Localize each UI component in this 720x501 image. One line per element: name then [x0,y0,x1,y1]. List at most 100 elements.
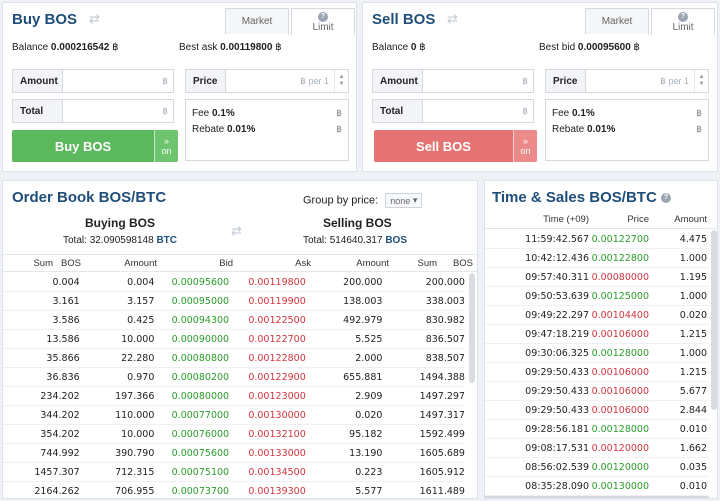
balance-label: Balance [372,42,409,53]
per-label: per 1 [308,75,329,86]
price-label: Price [186,70,226,92]
ob-ask: 0.00132100 [248,428,306,440]
orderbook-row[interactable]: 354.202 10.000 0.00076000 0.00132100 95.182 1… [3,425,465,444]
sell-amount-field[interactable]: Amount ฿ [372,69,534,93]
timesales-row[interactable]: 09:28:56.181 0.00128000 0.010 [485,420,709,439]
orderbook-row[interactable]: 35.866 22.280 0.00080800 0.00122800 2.000 838… [3,349,465,368]
btc-icon: ฿ [696,108,702,118]
buy-title: Buy BOS [12,11,78,28]
btc-icon: ฿ [162,105,168,116]
group-select[interactable]: none ▾ [385,193,423,208]
timesales-row[interactable]: 09:29:50.433 0.00106000 1.215 [485,363,709,382]
ob-bid: 0.00073700 [171,485,230,497]
ob-sum: 35.866 [46,352,80,364]
timesales-row[interactable]: 09:50:53.639 0.00125000 1.000 [485,287,709,306]
tab-limit[interactable]: ? Limit [291,8,355,35]
orderbook-row[interactable]: 2164.262 706.955 0.00073700 0.00139300 5.577… [3,482,465,498]
ob-ask: 0.00122700 [248,333,306,345]
swap-arrows-icon[interactable]: ⇄ [447,11,458,26]
ob-bid: 0.00077000 [171,409,230,421]
group-by-price: Group by price: none ▾ [303,193,423,208]
ob-bid: 0.00075100 [171,466,230,478]
timesales-scrollbar[interactable] [711,230,717,410]
ob-sum: 3.161 [52,295,80,307]
ob-sum: 36.836 [46,371,80,383]
orderbook-row[interactable]: 344.202 110.000 0.00077000 0.00130000 0.020 1… [3,406,465,425]
timesales-row[interactable]: 09:29:50.433 0.00106000 2.844 [485,401,709,420]
buy-button[interactable]: Buy BOS » on [12,130,178,162]
orderbook-row[interactable]: 36.836 0.970 0.00080200 0.00122900 655.881 14… [3,368,465,387]
tab-limit[interactable]: ? Limit [651,8,715,35]
sell-total-field[interactable]: Total ฿ [372,99,534,123]
swap-arrows-icon: ⇄ [231,223,242,238]
price-stepper[interactable]: ▲ ▼ [334,70,348,92]
orderbook-row[interactable]: 744.992 390.790 0.00075600 0.00133000 13.190… [3,444,465,463]
ob-bid: 0.00094300 [171,314,230,326]
tab-market[interactable]: Market [585,8,649,34]
ts-price: 0.00130000 [591,480,649,492]
ts-price: 0.00106000 [591,404,649,416]
tab-market[interactable]: Market [225,8,289,34]
ob-amount: 10.000 [121,428,155,440]
timesales-row[interactable]: 08:56:02.539 0.00120000 0.035 [485,458,709,477]
orderbook-row[interactable]: 234.202 197.366 0.00080000 0.00123000 2.909 1… [3,387,465,406]
chevron-down-icon: ▾ [412,195,418,205]
price-label: Price [546,70,586,92]
buy-price-field[interactable]: Price ฿ per 1 ▲ ▼ [185,69,349,93]
orderbook-row[interactable]: 1457.307 712.315 0.00075100 0.00134500 0.223… [3,463,465,482]
buy-total-field[interactable]: Total ฿ [12,99,174,123]
ts-time: 09:29:50.433 [525,404,589,416]
orderbook-scrollbar[interactable] [469,273,475,383]
swap-arrows-icon[interactable]: ⇄ [89,11,100,26]
ob-sum: 3.586 [52,314,80,326]
ob-ask: 0.00133000 [248,447,306,459]
ob-amount2: 138.003 [343,295,383,307]
btc-icon: ฿ [336,124,342,134]
help-icon[interactable]: ? [678,11,688,22]
timesales-row[interactable]: 08:35:28.090 0.00130000 0.010 [485,477,709,496]
ob-amount2: 200.000 [343,276,383,288]
fee-value: 0.1% [572,108,595,119]
ob-bid: 0.00095600 [171,276,230,288]
timesales-row[interactable]: 10:42:12.436 0.00122800 1.000 [485,249,709,268]
ob-sum2: 1605.912 [419,466,465,478]
timesales-row[interactable]: 09:30:06.325 0.00128000 1.000 [485,344,709,363]
fee-label: Fee [192,108,210,119]
confirm-toggle[interactable]: » on [513,130,537,162]
sell-price-field[interactable]: Price ฿ per 1 ▲ ▼ [545,69,709,93]
ob-amount: 3.157 [127,295,155,307]
buy-best-ask: Best ask 0.00119800 ฿ [179,42,282,53]
btc-icon: ฿ [633,42,640,53]
ob-sum2: 1611.489 [419,485,465,497]
amount-label: Amount [373,70,423,92]
orderbook-row[interactable]: 3.161 3.157 0.00095000 0.00119900 138.003 338… [3,292,465,311]
col-bos2: BOS [452,257,473,269]
tab-limit-label: Limit [672,21,694,33]
ts-time: 08:56:02.539 [525,461,589,473]
sell-button[interactable]: Sell BOS » on [374,130,537,162]
ts-amount: 1.000 [679,252,707,264]
price-stepper[interactable]: ▲ ▼ [694,70,708,92]
total-label: Total [13,100,63,122]
ob-ask: 0.00122900 [248,371,306,383]
group-label: Group by price: [303,194,379,207]
orderbook-panel: Order Book BOS/BTC Group by price: none … [2,180,478,499]
timesales-row[interactable]: 11:59:42.567 0.00122700 4.475 [485,230,709,249]
best-ask-value: 0.00119800 [220,42,273,53]
buy-amount-field[interactable]: Amount ฿ [12,69,174,93]
ts-price: 0.00120000 [591,461,649,473]
timesales-row[interactable]: 09:47:18.219 0.00106000 1.215 [485,325,709,344]
timesales-row[interactable]: 09:29:50.433 0.00106000 5.677 [485,382,709,401]
help-icon[interactable]: ? [660,193,671,204]
timesales-row[interactable]: 09:57:40.311 0.00080000 1.195 [485,268,709,287]
confirm-toggle[interactable]: » on [154,130,178,162]
ob-sum: 13.586 [46,333,80,345]
timesales-row[interactable]: 09:08:17.531 0.00120000 1.662 [485,439,709,458]
timesales-row[interactable]: 08:34:04.0890.001300001.000 [485,496,709,498]
orderbook-row[interactable]: 0.004 0.004 0.00095600 0.00119800 200.000 200… [3,273,465,292]
ob-sum: 744.992 [40,447,80,459]
help-icon[interactable]: ? [318,11,328,22]
orderbook-row[interactable]: 13.586 10.000 0.00090000 0.00122700 5.525 836… [3,330,465,349]
orderbook-row[interactable]: 3.586 0.425 0.00094300 0.00122500 492.979 830… [3,311,465,330]
timesales-row[interactable]: 09:49:22.297 0.00104400 0.020 [485,306,709,325]
